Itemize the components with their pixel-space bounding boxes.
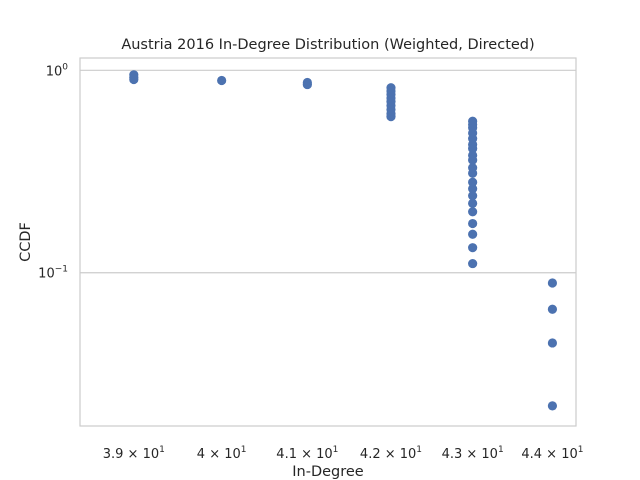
y-tick-label-0: 100 [46,62,69,79]
x-tick-labels: 3.9 × 101 4 × 101 4.1 × 101 4.2 × 101 4.3 × … [103,445,584,462]
data-point-3 [217,75,227,86]
x-tick-label-3: 4.2 × 101 [360,445,422,462]
x-tick-label-0: 3.9 × 101 [103,445,165,462]
data-point-37 [547,338,558,348]
x-tick-label-1: 4 × 101 [197,445,247,462]
grid-lines [80,69,576,274]
data-point-27 [468,184,478,194]
chart-title: Austria 2016 In-Degree Distribution (Wei… [121,37,534,53]
data-point-34 [468,258,478,269]
data-point-21 [468,144,478,154]
x-tick-label-5: 4.4 × 101 [521,445,583,462]
y-axis-label: CCDF [18,222,34,262]
y-tick-label-1: 10−1 [38,265,68,282]
data-point-2 [129,74,139,85]
data-point-25 [468,168,478,178]
x-tick-label-4: 4.3 × 101 [442,445,504,462]
y-tick-labels: 100 10−1 [38,62,68,281]
x-axis-label: In-Degree [292,464,364,480]
scatter-points [129,70,558,411]
data-point-30 [468,207,478,217]
data-point-31 [468,218,478,229]
data-point-29 [468,198,478,209]
data-point-32 [468,229,478,239]
data-point-28 [468,191,478,201]
plot-frame [79,57,577,427]
data-point-36 [547,304,558,314]
data-point-33 [468,243,478,253]
data-point-38 [547,401,558,411]
data-point-35 [547,278,558,288]
data-point-5 [302,79,312,90]
x-tick-label-2: 4.1 × 101 [276,445,338,462]
data-point-26 [468,177,478,187]
data-point-14 [386,112,396,122]
data-point-23 [468,155,478,165]
